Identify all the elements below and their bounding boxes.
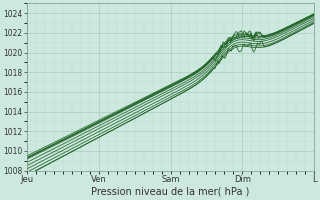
X-axis label: Pression niveau de la mer( hPa ): Pression niveau de la mer( hPa )	[92, 187, 250, 197]
